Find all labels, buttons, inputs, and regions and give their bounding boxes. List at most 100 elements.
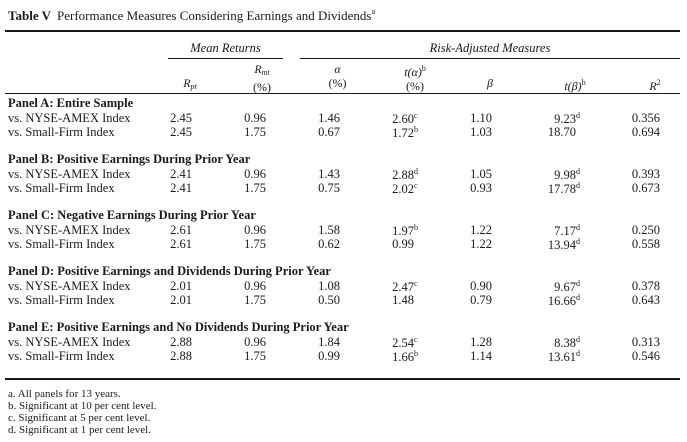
cell-value: 9.23 [554,112,576,126]
table-title: Table V Performance Measures Considering … [8,7,375,24]
significance-note: b [414,349,418,358]
table-cell-t-beta: 18.70 [548,125,582,140]
cell-value: 1.97 [392,224,414,238]
group-header-mean-returns: Mean Returns [190,41,261,55]
cell-value: 0.643 [631,293,660,307]
bottom-rule [5,378,680,380]
cell-value: 9.98 [554,168,576,182]
cell-value: 0.356 [631,111,660,125]
table-cell-rpt: 2.61 [170,223,198,238]
header-rule [5,93,680,94]
table-cell-rmt: 0.96 [244,335,272,350]
cell-value: 1.43 [318,167,340,181]
column-header-r2: R2 [649,78,661,93]
table-cell-alpha: 1.84 [318,335,346,350]
table-cell-rpt: 2.41 [170,181,198,196]
table-cell-t-beta: 17.78d [548,181,582,197]
cell-value: 2.02 [392,182,414,196]
cell-value: 0.96 [244,111,266,125]
table-cell-r2: 0.643 [632,293,666,308]
cell-value: 16.66 [547,294,576,308]
group-header-risk-adjusted: Risk-Adjusted Measures [429,41,551,55]
cell-value: 0.75 [318,181,340,195]
cell-value: 0.250 [631,223,660,237]
column-header-beta: β [487,76,493,90]
table-cell-t-beta: 8.38d [554,335,582,351]
cell-value: 1.75 [244,349,266,363]
cell-value: 1.72 [392,126,414,140]
cell-value: 1.48 [392,293,414,307]
row-label: vs. NYSE-AMEX Index [8,223,131,237]
significance-note: d [576,111,580,120]
cell-value: 13.94 [547,238,576,252]
table-cell-beta: 1.22 [470,237,498,252]
cell-value: 2.60 [392,112,414,126]
row-label: vs. Small-Firm Index [8,293,115,307]
footnote: d. Significant at 1 per cent level. [8,424,151,436]
table-cell-alpha: 0.67 [318,125,346,140]
significance-note: d [576,167,580,176]
footnote: a. All panels for 13 years. [8,388,121,400]
cell-value: 1.22 [470,223,492,237]
significance-note: d [576,349,580,358]
group-underline-risk [300,58,680,59]
table-cell-r2: 0.694 [632,125,666,140]
panel-title: Panel A: Entire Sample [8,96,134,110]
significance-note: d [414,167,418,176]
significance-note: c [414,181,418,190]
table-title-text: Performance Measures Considering Earning… [57,8,372,23]
table-cell-r2: 0.393 [632,167,666,182]
significance-note: d [576,181,580,190]
significance-note: d [576,279,580,288]
cell-value: 1.66 [392,350,414,364]
table-cell-rmt: 1.75 [244,237,272,252]
cell-value: 1.75 [244,293,266,307]
significance-note: b [414,125,418,134]
cell-value: 9.67 [554,280,576,294]
table-cell-rmt: 1.75 [244,181,272,196]
table-cell-t-alpha: 1.48 [392,293,420,308]
table-cell-t-beta: 9.67d [554,279,582,295]
cell-value: 0.96 [244,167,266,181]
column-header-alpha: α (%) [328,62,347,90]
cell-value: 0.96 [244,223,266,237]
table-label: Table V [8,8,51,23]
table-cell-alpha: 1.08 [318,279,346,294]
table-cell-t-beta: 9.98d [554,167,582,183]
table-cell-rpt: 2.45 [170,111,198,126]
cell-value: 0.90 [470,279,492,293]
table-cell-r2: 0.558 [632,237,666,252]
table-cell-t-alpha: 2.60c [392,111,420,127]
table-cell-alpha: 0.62 [318,237,346,252]
cell-value: 0.67 [318,125,340,139]
cell-value: 7.17 [554,224,576,238]
cell-value: 0.96 [244,279,266,293]
cell-value: 0.79 [470,293,492,307]
significance-note: d [576,223,580,232]
cell-value: 13.61 [547,350,576,364]
cell-value: 2.01 [170,293,192,307]
table-cell-alpha: 0.75 [318,181,346,196]
cell-value: 1.03 [470,125,492,139]
significance-note: d [576,293,580,302]
cell-value: 8.38 [554,336,576,350]
cell-value: 0.546 [631,349,660,363]
table-cell-beta: 1.05 [470,167,498,182]
table-cell-r2: 0.356 [632,111,666,126]
cell-value: 2.88 [392,168,414,182]
cell-value: 1.28 [470,335,492,349]
table-cell-t-alpha: 1.72b [392,125,420,141]
table-cell-rmt: 0.96 [244,111,272,126]
table-cell-beta: 0.79 [470,293,498,308]
table-cell-beta: 1.22 [470,223,498,238]
table-cell-t-alpha: 2.54c [392,335,420,351]
column-header-rpt: Rpt [183,76,197,91]
table-cell-r2: 0.546 [632,349,666,364]
table-cell-rpt: 2.41 [170,167,198,182]
cell-value: 1.14 [470,349,492,363]
table-cell-t-beta: 7.17d [554,223,582,239]
cell-value: 0.99 [318,349,340,363]
row-label: vs. NYSE-AMEX Index [8,335,131,349]
table-cell-beta: 1.28 [470,335,498,350]
